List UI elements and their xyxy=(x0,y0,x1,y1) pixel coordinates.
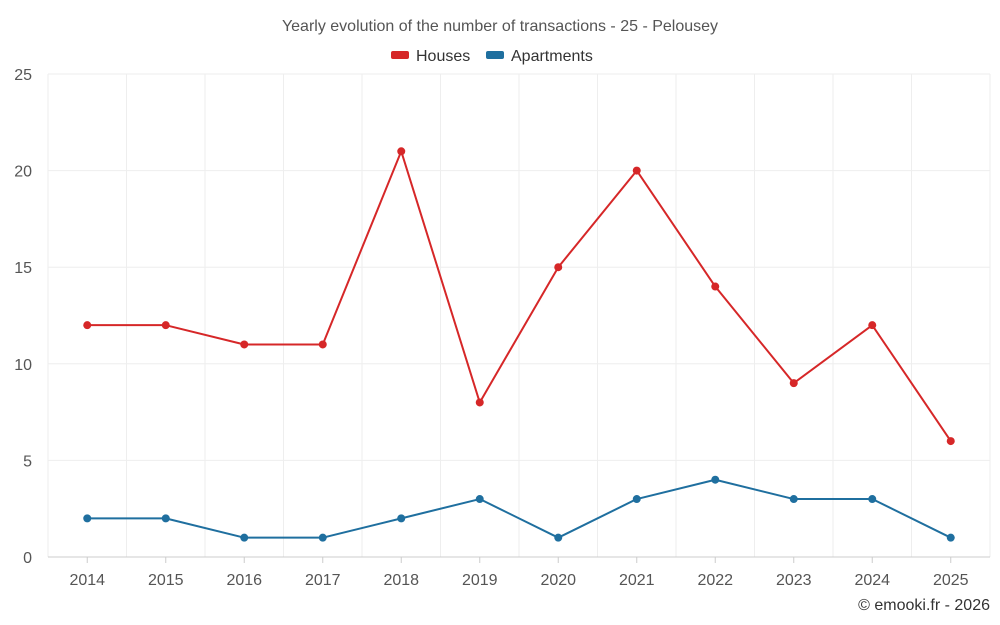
x-tick-label: 2024 xyxy=(854,572,890,589)
data-point-houses-2023[interactable] xyxy=(789,379,798,388)
data-point-houses-2014[interactable] xyxy=(83,321,92,330)
data-point-houses-2022[interactable] xyxy=(711,282,720,291)
x-tick-label: 2025 xyxy=(933,572,969,589)
data-point-apartments-2021[interactable] xyxy=(632,495,641,504)
data-point-houses-2024[interactable] xyxy=(868,321,877,330)
data-point-apartments-2016[interactable] xyxy=(240,533,249,542)
data-point-apartments-2024[interactable] xyxy=(868,495,877,504)
x-tick-label: 2023 xyxy=(776,572,812,589)
x-tick-label: 2018 xyxy=(383,572,419,589)
x-tick-label: 2020 xyxy=(540,572,576,589)
data-point-apartments-2025[interactable] xyxy=(946,533,955,542)
data-point-houses-2020[interactable] xyxy=(554,263,563,272)
y-tick-label: 0 xyxy=(23,550,32,567)
series-line-apartments xyxy=(87,478,952,539)
data-point-houses-2019[interactable] xyxy=(475,398,484,407)
x-tick-label: 2021 xyxy=(619,572,655,589)
x-tick-label: 2022 xyxy=(697,572,733,589)
x-tick-label: 2015 xyxy=(148,572,184,589)
legend-label-houses[interactable]: Houses xyxy=(416,48,470,65)
legend-swatch-houses xyxy=(391,51,409,59)
series-layer xyxy=(83,147,955,542)
data-point-apartments-2018[interactable] xyxy=(397,514,406,523)
x-tick-label: 2019 xyxy=(462,572,498,589)
y-tick-label: 10 xyxy=(14,357,32,374)
data-point-apartments-2017[interactable] xyxy=(318,533,327,542)
y-tick-label: 20 xyxy=(14,164,32,181)
data-point-apartments-2022[interactable] xyxy=(711,475,720,484)
y-tick-label: 25 xyxy=(14,67,32,84)
data-point-apartments-2014[interactable] xyxy=(83,514,92,523)
series-line-houses xyxy=(87,150,952,442)
x-tick-label: 2014 xyxy=(69,572,105,589)
data-point-apartments-2019[interactable] xyxy=(475,495,484,504)
data-point-apartments-2023[interactable] xyxy=(789,495,798,504)
y-tick-label: 15 xyxy=(14,260,32,277)
x-tick-label: 2016 xyxy=(226,572,262,589)
x-axis: 2014 2015 2016 2017 2018 2019 2020 2021 2022 2023… xyxy=(48,556,990,589)
y-axis: 0 5 10 15 20 25 xyxy=(14,67,32,567)
legend-swatch-apartments xyxy=(486,51,504,59)
data-point-houses-2017[interactable] xyxy=(318,340,327,349)
x-tick-label: 2017 xyxy=(305,572,341,589)
data-point-houses-2025[interactable] xyxy=(946,437,955,446)
legend: Houses Apartments xyxy=(391,48,593,65)
legend-label-apartments[interactable]: Apartments xyxy=(511,48,593,65)
data-point-houses-2015[interactable] xyxy=(161,321,170,330)
data-point-apartments-2015[interactable] xyxy=(161,514,170,523)
grid xyxy=(47,73,991,557)
chart-title: Yearly evolution of the number of transa… xyxy=(282,18,718,35)
credit-text: © emooki.fr - 2026 xyxy=(858,597,990,614)
data-point-apartments-2020[interactable] xyxy=(554,533,563,542)
data-point-houses-2016[interactable] xyxy=(240,340,249,349)
data-point-houses-2018[interactable] xyxy=(397,147,406,156)
y-tick-label: 5 xyxy=(23,453,32,470)
data-point-houses-2021[interactable] xyxy=(632,166,641,175)
